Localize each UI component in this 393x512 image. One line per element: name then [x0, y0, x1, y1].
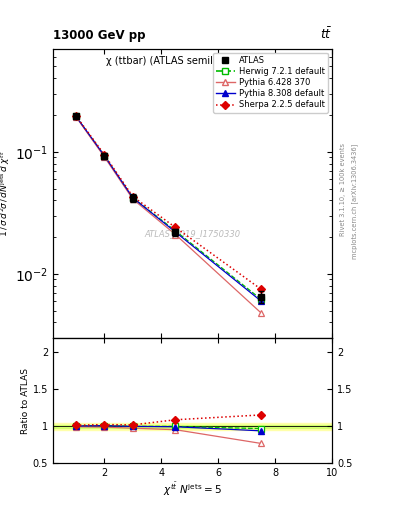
X-axis label: $\chi^{t\bar{t}}$ $N^{\mathrm{jets}}=5$: $\chi^{t\bar{t}}$ $N^{\mathrm{jets}}=5$: [163, 481, 222, 498]
Text: χ (ttbar) (ATLAS semileptonic ttbar): χ (ttbar) (ATLAS semileptonic ttbar): [105, 56, 280, 66]
Text: $t\bar{t}$: $t\bar{t}$: [320, 27, 332, 42]
Text: ATLAS_2019_I1750330: ATLAS_2019_I1750330: [145, 229, 241, 238]
Text: mcplots.cern.ch [arXiv:1306.3436]: mcplots.cern.ch [arXiv:1306.3436]: [352, 143, 358, 259]
Y-axis label: Ratio to ATLAS: Ratio to ATLAS: [21, 368, 30, 434]
Text: 13000 GeV pp: 13000 GeV pp: [53, 30, 145, 42]
Bar: [53, 424, 332, 428]
Text: Rivet 3.1.10, ≥ 100k events: Rivet 3.1.10, ≥ 100k events: [340, 143, 346, 237]
Legend: ATLAS, Herwig 7.2.1 default, Pythia 6.428 370, Pythia 8.308 default, Sherpa 2.2.: ATLAS, Herwig 7.2.1 default, Pythia 6.42…: [213, 53, 328, 113]
Y-axis label: $1\,/\,\sigma\,d^2\!\sigma\,/\,dN^{\mathrm{jets}}\,d\,\chi^{\,t\bar{t}}$: $1\,/\,\sigma\,d^2\!\sigma\,/\,dN^{\math…: [0, 150, 12, 237]
Bar: [53, 423, 332, 430]
